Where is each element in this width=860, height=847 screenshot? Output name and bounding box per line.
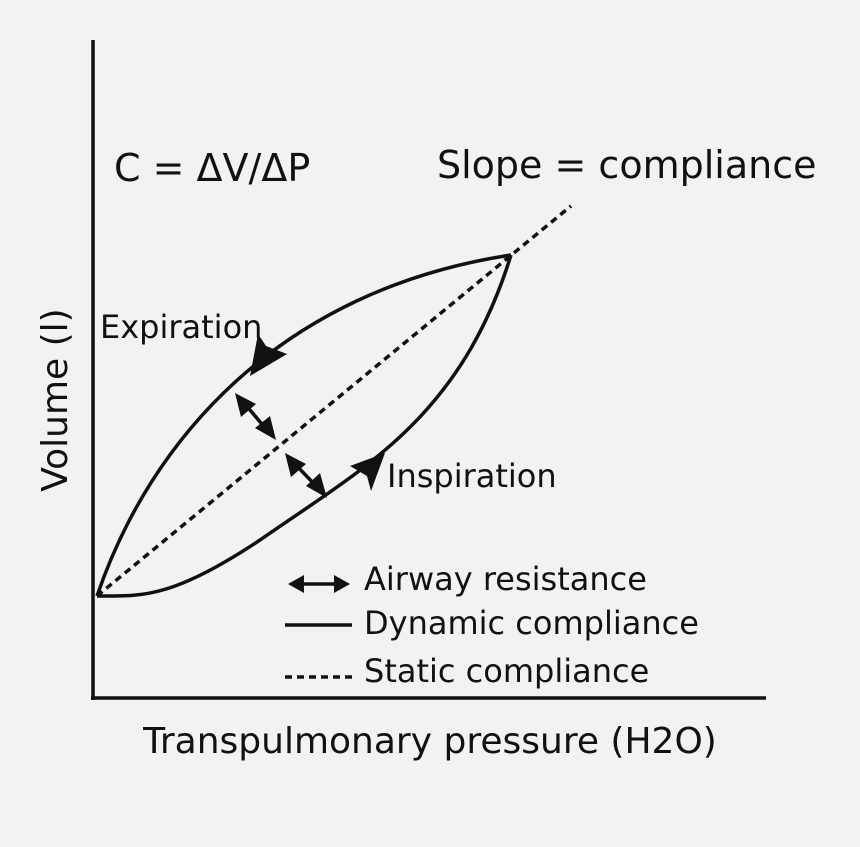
expiration-direction-arrowhead bbox=[250, 334, 287, 376]
legend-item-airway-resistance: Airway resistance bbox=[288, 560, 647, 598]
double-arrow-icon bbox=[288, 575, 350, 593]
equation-label: C = ΔV/ΔP bbox=[114, 146, 310, 190]
expiration-label: Expiration bbox=[100, 308, 262, 346]
legend-label-dynamic-compliance: Dynamic compliance bbox=[364, 604, 699, 642]
slope-note-label: Slope = compliance bbox=[437, 143, 816, 187]
legend-item-dynamic-compliance: Dynamic compliance bbox=[285, 604, 699, 642]
legend-label-static-compliance: Static compliance bbox=[364, 652, 649, 690]
expiration-curve bbox=[95, 253, 512, 597]
legend-item-static-compliance: Static compliance bbox=[285, 652, 649, 690]
airway-resistance-arrow-upper bbox=[235, 393, 276, 440]
legend: Airway resistance Dynamic compliance Sta… bbox=[285, 560, 699, 690]
inspiration-curve bbox=[96, 254, 513, 598]
inspiration-direction-arrowhead bbox=[350, 453, 385, 491]
axes bbox=[91, 40, 766, 700]
y-axis-label: Volume (l) bbox=[35, 308, 76, 491]
x-axis-label: Transpulmonary pressure (H2O) bbox=[142, 721, 717, 762]
inspiration-label: Inspiration bbox=[387, 457, 557, 495]
legend-label-airway-resistance: Airway resistance bbox=[364, 560, 647, 598]
static-compliance-line bbox=[95, 204, 573, 598]
airway-resistance-arrow-lower bbox=[285, 453, 327, 498]
